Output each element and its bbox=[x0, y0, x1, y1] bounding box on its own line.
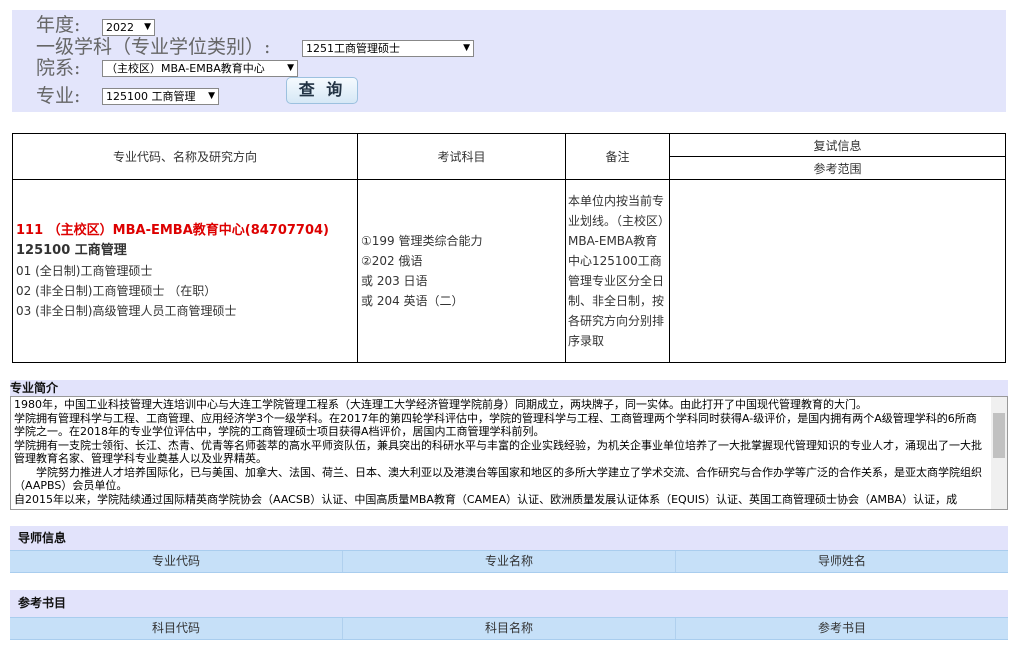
intro-paragraph: 1980年，中国工业科技管理大连培训中心与大连工学院管理工程系（大连理工大学经济… bbox=[14, 398, 867, 411]
year-value: 2022 bbox=[106, 21, 134, 34]
dropdown-arrow-icon: ▼ bbox=[463, 43, 470, 53]
year-label: 年度: bbox=[36, 14, 81, 36]
results-table: 专业代码、名称及研究方向 考试科目 备注 复试信息 参考范围 111 （主校区）… bbox=[12, 133, 1006, 363]
dropdown-arrow-icon: ▼ bbox=[287, 63, 294, 73]
department-select[interactable]: （主校区）MBA-EMBA教育中心 ▼ bbox=[102, 60, 298, 77]
books-header-row: 科目代码 科目名称 参考书目 bbox=[10, 617, 1008, 640]
intro-paragraph: 学院努力推进人才培养国际化，已与美国、加拿大、法国、荷兰、日本、澳大利亚以及港澳… bbox=[14, 465, 982, 493]
col-header: 科目代码 bbox=[10, 618, 343, 639]
books-title: 参考书目 bbox=[10, 590, 1008, 617]
col-header: 科目名称 bbox=[343, 618, 676, 639]
year-select[interactable]: 2022 ▼ bbox=[102, 19, 155, 36]
query-button[interactable]: 查 询 bbox=[286, 77, 358, 104]
exam-item: 或 204 英语（二） bbox=[361, 294, 464, 308]
filter-panel: 年度: 2022 ▼ 一级学科（专业学位类别）: 1251工商管理硕士 ▼ 院系: … bbox=[12, 10, 1006, 112]
discipline-select[interactable]: 1251工商管理硕士 ▼ bbox=[302, 40, 474, 57]
col-header: 导师姓名 bbox=[817, 554, 866, 568]
header-remark: 备注 bbox=[565, 133, 670, 180]
department-name: 111 （主校区）MBA-EMBA教育中心(84707704) bbox=[16, 223, 329, 238]
dropdown-arrow-icon: ▼ bbox=[208, 91, 215, 101]
intro-paragraph: 自2015年以来，学院陆续通过国际精英商学院协会（AACSB）认证、中国高质量M… bbox=[14, 492, 958, 506]
remark-cell: 本单位内按当前专业划线。（主校区）MBA-EMBA教育中心125100工商管理专… bbox=[565, 179, 670, 363]
dropdown-arrow-icon: ▼ bbox=[144, 22, 151, 32]
header-retest: 复试信息 bbox=[669, 133, 1006, 157]
discipline-value: 1251工商管理硕士 bbox=[306, 42, 400, 55]
header-major: 专业代码、名称及研究方向 bbox=[12, 133, 358, 180]
major-cell: 111 （主校区）MBA-EMBA教育中心(84707704) 125100 工… bbox=[12, 179, 358, 363]
major-value: 125100 工商管理 bbox=[106, 90, 196, 103]
exam-cell: ①199 管理类综合能力 ②202 俄语 或 203 日语 或 204 英语（二… bbox=[357, 179, 566, 363]
direction-item: 03 (非全日制)高级管理人员工商管理硕士 bbox=[16, 304, 237, 318]
exam-item: ②202 俄语 bbox=[361, 254, 423, 268]
exam-item: ①199 管理类综合能力 bbox=[361, 234, 483, 248]
advisors-header-row: 专业代码 专业名称 导师姓名 bbox=[10, 550, 1008, 573]
major-select[interactable]: 125100 工商管理 ▼ bbox=[102, 88, 219, 105]
major-label: 专业: bbox=[36, 85, 81, 107]
scrollbar[interactable] bbox=[991, 397, 1007, 509]
retest-cell bbox=[669, 179, 1006, 363]
discipline-label: 一级学科（专业学位类别）: bbox=[36, 36, 271, 58]
major-name: 125100 工商管理 bbox=[16, 243, 127, 258]
intro-paragraph: 学院拥有管理科学与工程、工商管理、应用经济学3个一级学科。在2017年的第四轮学… bbox=[14, 411, 977, 439]
intro-paragraph: 学院拥有一支院士领衔、长江、杰青、优青等名师荟萃的高水平师资队伍，兼具突出的科研… bbox=[14, 438, 982, 466]
direction-item: 02 (非全日制)工商管理硕士 （在职） bbox=[16, 284, 217, 298]
col-header: 专业代码 bbox=[10, 551, 343, 572]
intro-textarea[interactable]: 1980年，中国工业科技管理大连培训中心与大连工学院管理工程系（大连理工大学经济… bbox=[10, 396, 1008, 510]
department-value: （主校区）MBA-EMBA教育中心 bbox=[106, 62, 265, 75]
intro-title: 专业简介 bbox=[10, 380, 1008, 396]
header-reference: 参考范围 bbox=[669, 156, 1006, 180]
exam-item: 或 203 日语 bbox=[361, 274, 428, 288]
col-header: 专业名称 bbox=[343, 551, 676, 572]
scrollbar-thumb[interactable] bbox=[993, 413, 1005, 458]
table-row: 111 （主校区）MBA-EMBA教育中心(84707704) 125100 工… bbox=[12, 179, 1006, 363]
department-label: 院系: bbox=[36, 57, 81, 79]
advisors-title: 导师信息 bbox=[10, 526, 1008, 550]
header-exam: 考试科目 bbox=[357, 133, 566, 180]
direction-item: 01 (全日制)工商管理硕士 bbox=[16, 264, 153, 278]
col-header: 参考书目 bbox=[817, 621, 866, 635]
